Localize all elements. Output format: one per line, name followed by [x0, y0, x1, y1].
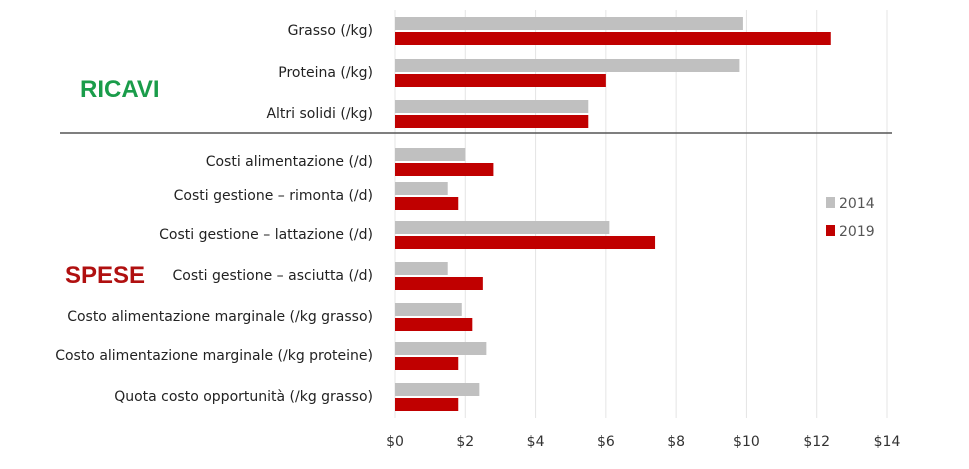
x-tick-label: $2 [456, 434, 474, 450]
legend-swatch [826, 225, 835, 236]
bar-2014 [395, 303, 462, 316]
category-label: Costi alimentazione (/d) [206, 154, 373, 170]
category-label: Grasso (/kg) [288, 23, 373, 39]
bar-2014 [395, 342, 487, 355]
category-label: Altri solidi (/kg) [266, 106, 373, 122]
legend: 2014 2019 [826, 196, 875, 240]
bar-2014 [395, 100, 589, 113]
section-labels: RICAVI SPESE [65, 76, 160, 289]
x-tick-label: $8 [667, 434, 685, 450]
bar-2019 [395, 398, 459, 411]
category-label: Proteina (/kg) [278, 65, 373, 81]
bars [395, 17, 831, 411]
bar-2019 [395, 236, 656, 249]
x-tick-label: $10 [733, 434, 760, 450]
bar-2014 [395, 17, 743, 30]
legend-label: 2019 [839, 224, 875, 240]
legend-swatch [826, 197, 835, 208]
category-label: Costi gestione – rimonta (/d) [174, 188, 373, 204]
category-labels: Grasso (/kg) Proteina (/kg) Altri solidi (… [55, 23, 373, 405]
x-tick-label: $4 [527, 434, 545, 450]
bar-2014 [395, 182, 448, 195]
bar-2019 [395, 163, 494, 176]
bar-2014 [395, 262, 448, 275]
section-label-spese: SPESE [65, 262, 145, 289]
x-tick-label: $6 [597, 434, 615, 450]
bar-2019 [395, 115, 589, 128]
bar-2019 [395, 277, 483, 290]
bar-2019 [395, 197, 459, 210]
category-label: Costi gestione – lattazione (/d) [159, 227, 373, 243]
category-label: Quota costo opportunità (/kg grasso) [114, 389, 373, 405]
x-tick-label: $0 [386, 434, 404, 450]
category-label: Costo alimentazione marginale (/kg grass… [67, 309, 373, 325]
bar-2019 [395, 32, 831, 45]
bar-2014 [395, 383, 480, 396]
bar-2014 [395, 148, 466, 161]
bar-2014 [395, 59, 740, 72]
bar-2014 [395, 221, 610, 234]
bar-2019 [395, 74, 606, 87]
category-label: Costo alimentazione marginale (/kg prote… [55, 348, 373, 364]
x-axis-ticks: $0 $2 $4 $6 $8 $10 $12 $14 [386, 434, 900, 450]
section-label-ricavi: RICAVI [80, 76, 160, 103]
category-label: Costi gestione – asciutta (/d) [173, 268, 373, 284]
bar-2019 [395, 318, 473, 331]
x-tick-label: $14 [874, 434, 901, 450]
legend-label: 2014 [839, 196, 875, 212]
x-tick-label: $12 [803, 434, 830, 450]
bar-2019 [395, 357, 459, 370]
